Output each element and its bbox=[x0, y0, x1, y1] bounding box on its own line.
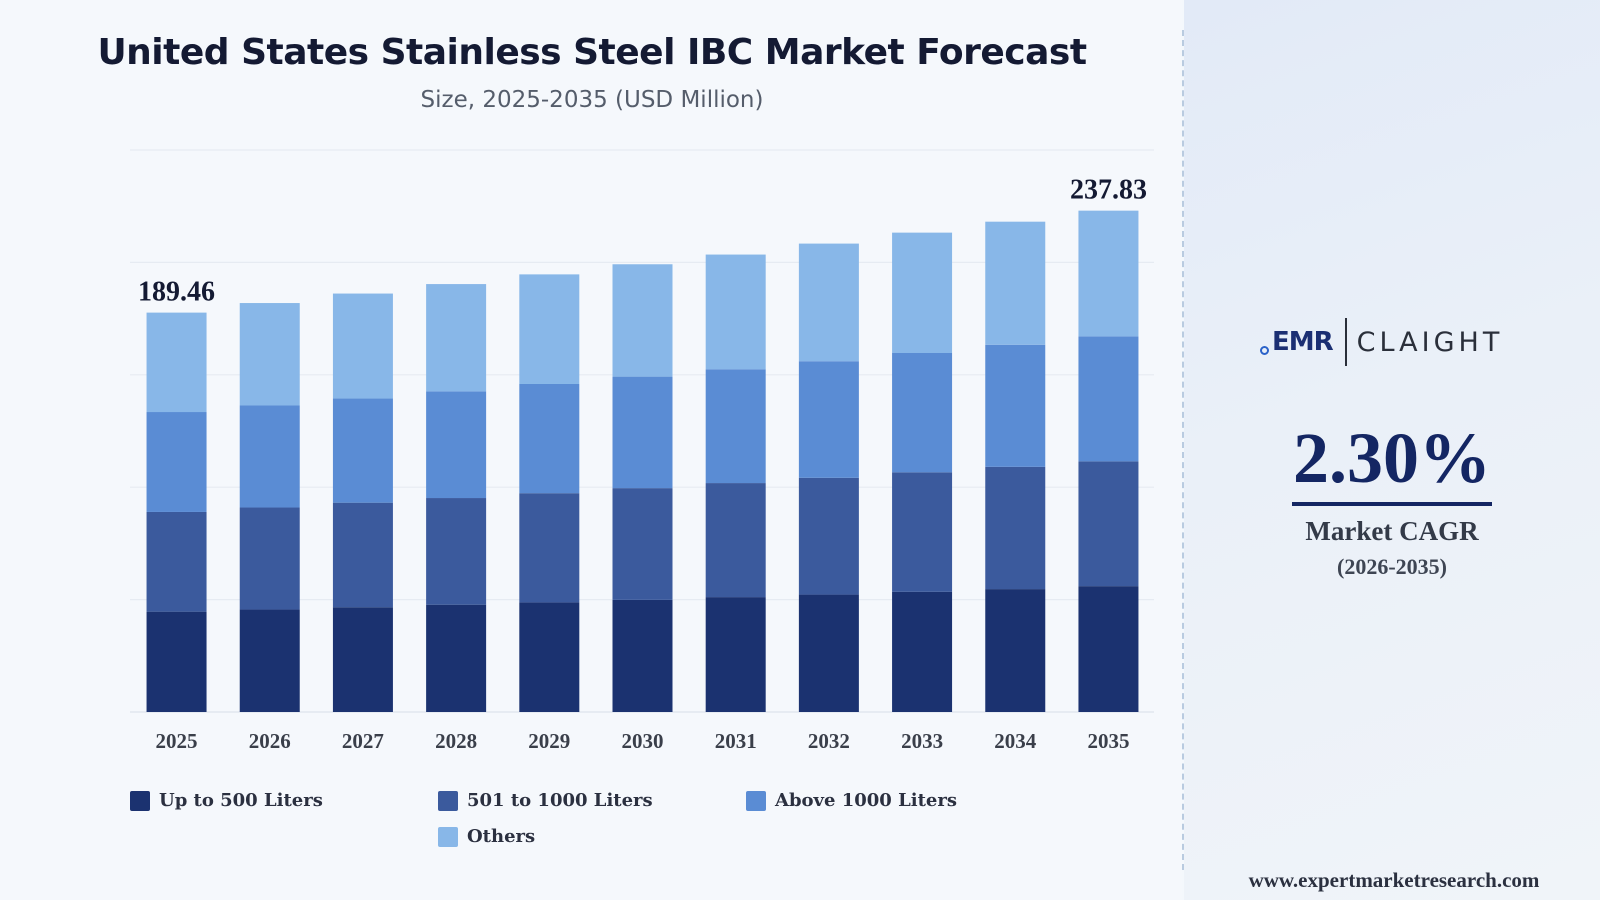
x-tick-label: 2030 bbox=[622, 729, 664, 753]
logo-separator bbox=[1344, 318, 1347, 366]
bar-segment-2027-4 bbox=[332, 293, 393, 399]
x-tick-label: 2025 bbox=[156, 729, 198, 753]
data-label: 237.83 bbox=[1070, 175, 1147, 206]
website-link[interactable]: www.expertmarketresearch.com bbox=[1248, 868, 1540, 892]
legend-item: Above 1000 Liters bbox=[746, 790, 957, 811]
legend-swatch bbox=[746, 790, 766, 811]
legend-swatch bbox=[438, 826, 458, 847]
cagr-value: 2.30% bbox=[1293, 418, 1491, 498]
bar-segment-2033-1 bbox=[892, 591, 953, 712]
bar-segment-2025-1 bbox=[146, 611, 207, 712]
legend-label: Up to 500 Liters bbox=[159, 790, 323, 811]
bar-segment-2027-2 bbox=[332, 502, 393, 608]
legend-label: Others bbox=[467, 826, 536, 847]
legend-label: 501 to 1000 Liters bbox=[467, 790, 653, 811]
x-tick-label: 2032 bbox=[808, 729, 850, 753]
x-tick-label: 2031 bbox=[715, 729, 757, 753]
bar-segment-2029-1 bbox=[519, 602, 580, 712]
bar-segment-2025-3 bbox=[146, 412, 207, 512]
x-tick-label: 2028 bbox=[435, 729, 477, 753]
bar-segment-2034-2 bbox=[985, 466, 1046, 590]
bar-segment-2028-2 bbox=[426, 498, 487, 605]
bar-segment-2026-4 bbox=[239, 303, 300, 406]
emr-claight-logo: EMR CLAIGHT bbox=[1260, 316, 1522, 368]
legend-swatch bbox=[130, 790, 150, 811]
bar-segment-2033-2 bbox=[892, 472, 953, 592]
bar-segment-2035-2 bbox=[1078, 461, 1139, 587]
bar-segment-2025-4 bbox=[146, 312, 207, 413]
bar-segment-2031-2 bbox=[705, 483, 766, 598]
bar-segment-2027-3 bbox=[332, 398, 393, 503]
bar-segment-2034-1 bbox=[985, 589, 1046, 712]
bar-segment-2027-1 bbox=[332, 607, 393, 712]
x-tick-label: 2033 bbox=[901, 729, 943, 753]
bar-segment-2032-3 bbox=[798, 361, 859, 478]
logo-emr-text: EMR bbox=[1260, 327, 1334, 357]
bar-segment-2034-3 bbox=[985, 344, 1046, 467]
bar-segment-2028-3 bbox=[426, 391, 487, 499]
cagr-label: Market CAGR bbox=[1305, 516, 1479, 546]
bar-segment-2026-1 bbox=[239, 609, 300, 712]
panel-divider bbox=[1182, 30, 1184, 870]
bar-segment-2032-2 bbox=[798, 477, 859, 595]
bar-segment-2028-4 bbox=[426, 284, 487, 392]
logo-claight-text: CLAIGHT bbox=[1356, 326, 1504, 358]
bar-segment-2030-2 bbox=[612, 488, 673, 600]
chart-subtitle: Size, 2025-2035 (USD Million) bbox=[420, 87, 764, 113]
bar-segment-2026-2 bbox=[239, 507, 300, 610]
bar-segment-2035-1 bbox=[1078, 586, 1139, 712]
cagr-underline bbox=[1292, 502, 1492, 506]
bar-segment-2033-4 bbox=[892, 232, 953, 354]
bar-segment-2031-1 bbox=[705, 597, 766, 712]
bar-segment-2032-1 bbox=[798, 594, 859, 712]
bar-segment-2032-4 bbox=[798, 243, 859, 362]
bar-segment-2029-3 bbox=[519, 383, 580, 494]
bar-segment-2030-1 bbox=[612, 599, 673, 712]
legend-label: Above 1000 Liters bbox=[775, 790, 957, 811]
bar-segment-2030-3 bbox=[612, 376, 673, 489]
x-tick-label: 2034 bbox=[994, 729, 1037, 753]
logo-emr-label: EMR bbox=[1272, 327, 1334, 357]
legend-item: 501 to 1000 Liters bbox=[438, 790, 653, 811]
bar-segment-2031-4 bbox=[705, 254, 766, 370]
legend-swatch bbox=[438, 790, 458, 811]
bar-segment-2029-2 bbox=[519, 493, 580, 603]
data-label: 189.46 bbox=[138, 277, 215, 308]
bar-segment-2025-2 bbox=[146, 511, 207, 612]
bar-segment-2031-3 bbox=[705, 369, 766, 484]
stacked-bar-chart: 2025 2026 2027 2028 2029 2030 2031 2032 2033 2034… bbox=[130, 149, 1154, 753]
bar-segment-2029-4 bbox=[519, 274, 580, 384]
legend-item: Up to 500 Liters bbox=[130, 790, 323, 811]
x-tick-label: 2035 bbox=[1087, 729, 1129, 753]
x-tick-label: 2026 bbox=[249, 729, 291, 753]
cagr-period: (2026-2035) bbox=[1337, 554, 1447, 579]
logo-dot-icon bbox=[1260, 346, 1269, 355]
bar-segment-2034-4 bbox=[985, 221, 1046, 345]
info-panel bbox=[1184, 0, 1600, 900]
chart-title: United States Stainless Steel IBC Market… bbox=[97, 32, 1087, 73]
bar-segment-2033-3 bbox=[892, 353, 953, 473]
legend-item: Others bbox=[438, 826, 535, 847]
x-tick-label: 2029 bbox=[528, 729, 570, 753]
bar-segment-2026-3 bbox=[239, 405, 300, 508]
bar-segment-2035-3 bbox=[1078, 336, 1139, 462]
bar-segment-2035-4 bbox=[1078, 210, 1139, 337]
bar-segment-2028-1 bbox=[426, 604, 487, 712]
bar-segment-2030-4 bbox=[612, 264, 673, 377]
x-tick-label: 2027 bbox=[342, 729, 384, 753]
